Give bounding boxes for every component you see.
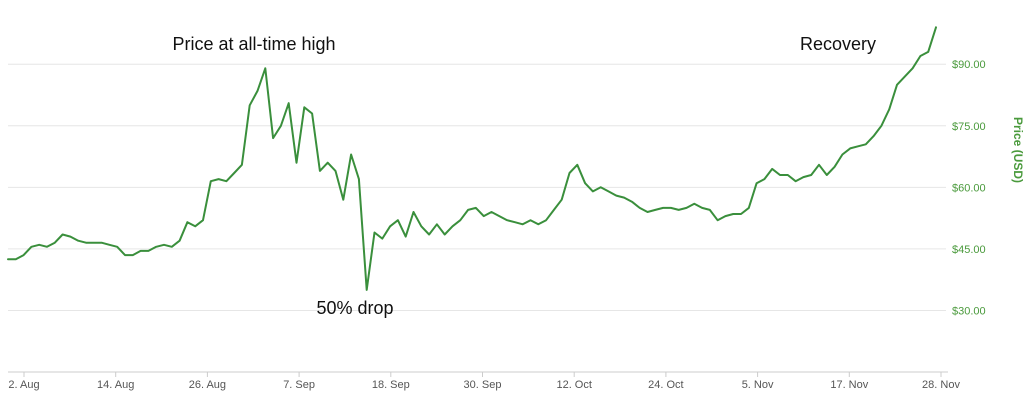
y-tick-label: $60.00 xyxy=(952,182,986,194)
x-tick-label: 18. Sep xyxy=(372,379,410,391)
annotation-recovery: Recovery xyxy=(800,34,876,54)
x-axis-ticks: 2. Aug 14. Aug 26. Aug 7. Sep 18. Sep 30. Sep… xyxy=(8,372,960,391)
y-tick-label: $75.00 xyxy=(952,121,986,133)
y-tick-label: $90.00 xyxy=(952,59,986,71)
y-tick-label: $30.00 xyxy=(952,305,986,317)
x-tick-label: 12. Oct xyxy=(556,379,591,391)
y-axis-ticks: $30.00 $45.00 $60.00 $75.00 $90.00 xyxy=(952,59,986,317)
x-tick-label: 14. Aug xyxy=(97,379,134,391)
x-tick-label: 24. Oct xyxy=(648,379,683,391)
x-tick-label: 30. Sep xyxy=(464,379,502,391)
x-tick-label: 17. Nov xyxy=(830,379,868,391)
x-tick-label: 5. Nov xyxy=(742,379,774,391)
x-tick-label: 2. Aug xyxy=(8,379,39,391)
x-tick-label: 26. Aug xyxy=(189,379,226,391)
x-tick-label: 28. Nov xyxy=(922,379,960,391)
y-axis-title: Price (USD) xyxy=(1011,117,1024,183)
price-series-line xyxy=(8,27,936,290)
annotation-drop: 50% drop xyxy=(316,298,393,318)
x-tick-label: 7. Sep xyxy=(283,379,315,391)
annotation-all-time-high: Price at all-time high xyxy=(172,34,335,54)
y-tick-label: $45.00 xyxy=(952,244,986,256)
grid xyxy=(8,64,946,310)
